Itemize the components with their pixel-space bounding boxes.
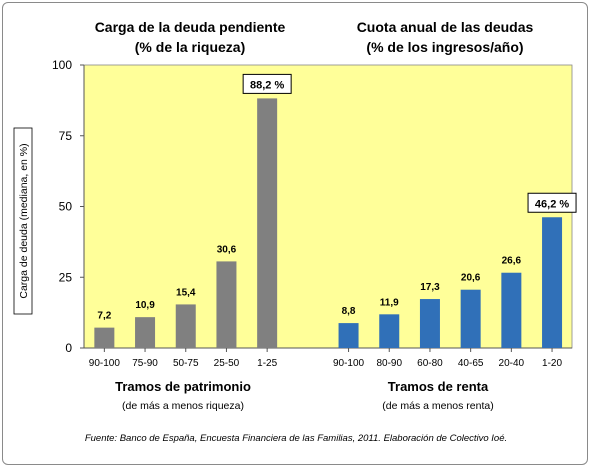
bar — [460, 289, 481, 348]
source-note: Fuente: Banco de España, Encuesta Financ… — [85, 433, 507, 444]
y-tick-label: 0 — [65, 341, 72, 355]
left-x-label: Tramos de patrimonio — [115, 379, 251, 394]
x-tick-label: 90-100 — [333, 358, 365, 369]
x-tick-label: 20-40 — [499, 358, 525, 369]
x-tick-label: 40-65 — [458, 358, 484, 369]
x-tick-label: 90-100 — [89, 358, 121, 369]
bar — [419, 299, 440, 348]
highlight-box — [527, 192, 577, 213]
x-tick-label: 50-75 — [173, 358, 199, 369]
bar — [379, 314, 400, 348]
bar — [338, 323, 359, 348]
bar — [175, 304, 196, 348]
left-title-line1: Carga de la deuda pendiente — [95, 19, 286, 35]
bar-value-label-highlight: 88,2 % — [250, 79, 284, 91]
left-x-sublabel: (de más a menos riqueza) — [122, 400, 244, 412]
y-tick-label: 25 — [59, 270, 73, 284]
y-label-box: Carga de deuda (mediana, en %) — [13, 127, 33, 315]
bar — [542, 217, 563, 348]
bar-value-label: 26,6 — [502, 256, 522, 267]
x-tick-label: 80-90 — [376, 358, 402, 369]
bar-value-label: 30,6 — [217, 244, 237, 255]
x-tick-label: 1-25 — [257, 358, 277, 369]
bar-value-label: 11,9 — [380, 297, 399, 308]
bar — [216, 261, 237, 348]
y-ticks: 0 25 50 75 100 — [52, 58, 84, 355]
x-tick-label: 75-90 — [132, 358, 158, 369]
bar-value-label-highlight: 46,2 % — [535, 198, 569, 210]
bar-value-label: 7,2 — [97, 311, 111, 322]
bar-value-label: 20,6 — [461, 273, 481, 284]
bar — [501, 272, 522, 348]
right-x-label: Tramos de renta — [388, 379, 489, 394]
bar-value-label: 17,3 — [420, 282, 440, 293]
bar — [135, 317, 156, 348]
y-axis-label: Carga de deuda (mediana, en %) — [18, 143, 30, 298]
right-title-line2: (% de los ingresos/año) — [366, 39, 523, 55]
bar-value-label: 15,4 — [176, 287, 196, 298]
bars: 90-100 7,2 75-90 10,9 50-75 15,4 25-50 30,6 1-25… — [89, 73, 577, 369]
x-tick-label: 1-20 — [542, 358, 562, 369]
left-title-line2: (% de la riqueza) — [135, 39, 245, 55]
bar-value-label: 10,9 — [135, 300, 155, 311]
y-tick-label: 100 — [52, 58, 72, 72]
bar-value-label: 8,8 — [342, 306, 356, 317]
y-tick-label: 50 — [59, 200, 73, 214]
x-tick-label: 25-50 — [214, 358, 240, 369]
bar — [94, 327, 115, 348]
right-x-sublabel: (de más a menos renta) — [382, 400, 493, 412]
right-title-line1: Cuota anual de las deudas — [357, 19, 534, 35]
x-tick-label: 60-80 — [417, 358, 443, 369]
highlight-box — [242, 73, 292, 94]
plot-area — [83, 64, 573, 349]
bar — [257, 98, 278, 348]
y-tick-label: 75 — [59, 129, 73, 143]
